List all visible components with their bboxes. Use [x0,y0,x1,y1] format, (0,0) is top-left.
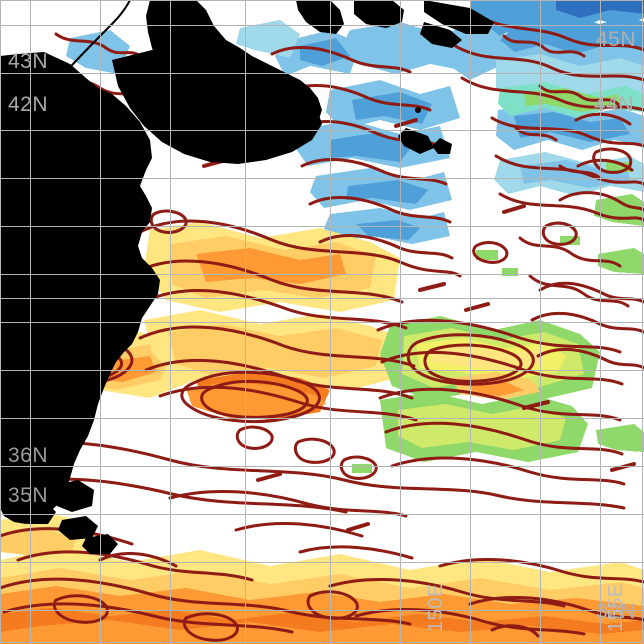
land-inner-block [112,48,322,164]
land-island-south-f [0,438,34,464]
land-sakhalin-fragment-a [296,0,344,34]
lat-label-32n: 32N [596,600,637,623]
lat-label-44n: 44N [594,93,635,116]
land-islet-b [432,138,452,154]
land-island-south-b [52,480,94,512]
land-honshu [0,52,160,524]
land-sakhalin-fragment-b [354,0,404,28]
islet-speck [449,15,459,25]
lat-label-45n: 45N [596,28,637,51]
lat-label-43n: 43N [8,50,49,73]
lat-label-42n: 42N [8,93,49,116]
land-islet-a [398,128,434,154]
lat-label-35n: 35N [8,484,49,507]
lon-label-150e: 150E [425,583,447,632]
islet-speck [132,168,140,176]
land-island-south-a [0,354,62,392]
lon-label-155e: 155E [605,583,627,632]
lat-label-36n: 36N [8,444,49,467]
islet-speck [115,205,125,215]
land-island-south-d [58,516,98,540]
land-island-south-c [18,502,56,524]
islet-speck [104,246,112,254]
coastline-trace [63,0,131,75]
islet-speck [415,107,421,113]
land-kuril-islet [420,22,462,48]
